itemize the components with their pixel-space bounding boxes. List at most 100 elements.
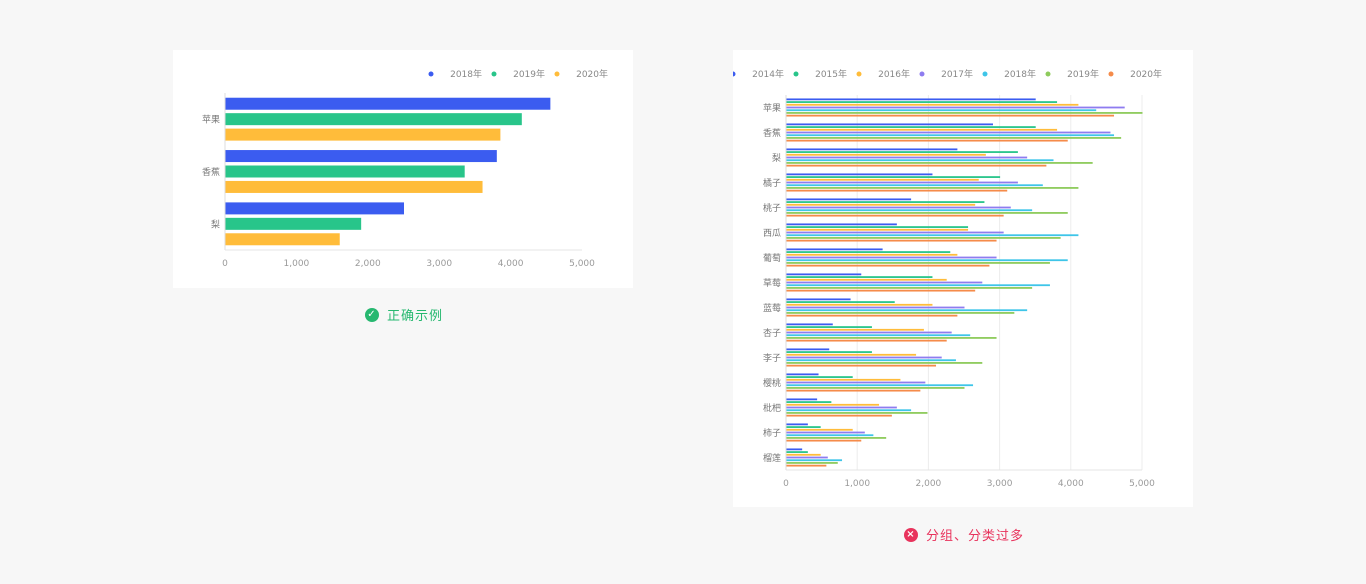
category-label: 桃子 (763, 202, 781, 214)
bar-2017-10 (786, 356, 942, 359)
bar-2014-8 (786, 298, 851, 301)
bar-2019-11 (786, 387, 965, 389)
bar-2015-6 (786, 251, 951, 253)
bar-2020-0 (786, 114, 1115, 117)
bar-2014-11 (786, 373, 819, 376)
bar-2019-8 (786, 312, 1015, 314)
bar-2017-12 (786, 406, 897, 409)
bar-2020-8 (786, 314, 958, 317)
bar-2017-9 (786, 331, 952, 334)
bar-2019-0 (786, 112, 1143, 114)
bar-2016-6 (786, 253, 958, 256)
bar-2015-10 (786, 351, 872, 353)
bar-2014-9 (786, 323, 833, 326)
bar-2016-14 (786, 453, 821, 456)
legend-marker (733, 71, 736, 77)
category-label: 柿子 (763, 427, 781, 439)
category-label: 蓝莓 (763, 302, 781, 314)
bar-2018-0 (225, 97, 551, 110)
legend-marker (1045, 71, 1051, 77)
bar-2015-8 (786, 301, 895, 303)
bar-2019-2 (225, 217, 362, 230)
bar-2020-3 (786, 189, 1008, 192)
bar-2018-3 (786, 184, 1043, 187)
bar-2014-13 (786, 423, 808, 426)
correct-example-label: 正确示例 (387, 309, 444, 324)
bar-2019-12 (786, 412, 928, 414)
bar-2016-3 (786, 178, 979, 181)
x-tick-label: 4,000 (1058, 479, 1084, 489)
wrong-example-caption: × 分组、分类过多 (904, 525, 1024, 544)
bar-2019-10 (786, 362, 983, 364)
bar-2017-8 (786, 306, 965, 309)
bar-2014-12 (786, 398, 818, 401)
bar-2020-11 (786, 389, 921, 392)
bar-2016-7 (786, 278, 947, 281)
legend-marker (428, 71, 434, 77)
legend-marker (856, 71, 862, 77)
bar-2019-9 (786, 337, 997, 339)
bar-2015-12 (786, 401, 832, 403)
category-label: 草莓 (763, 277, 781, 289)
wrong-example-card: 0 1,000 2,000 3,000 4,000 5,000 苹果 香蕉梨橘子 桃子 西瓜 葡萄草… (733, 50, 1193, 507)
check-circle-icon: ✓ (365, 307, 379, 322)
bar-2018-4 (786, 209, 1033, 212)
legend-label: 2014年 (752, 68, 784, 80)
bar-2018-12 (786, 409, 912, 412)
legend-label: 2019年 (513, 68, 545, 80)
bar-2019-2 (786, 162, 1093, 164)
bar-2018-13 (786, 434, 874, 437)
bar-2019-4 (786, 212, 1068, 214)
bar-2018-11 (786, 384, 974, 387)
legend-label: 2015年 (815, 68, 847, 80)
legend-label: 2017年 (941, 68, 973, 80)
bar-2014-4 (786, 198, 912, 201)
bar-2020-7 (786, 289, 976, 292)
bar-2018-9 (786, 334, 971, 337)
bar-2018-1 (786, 134, 1115, 137)
bar-2014-10 (786, 348, 830, 351)
bar-2015-4 (786, 201, 985, 203)
bar-2015-11 (786, 376, 853, 378)
category-label: 枇杷 (763, 402, 781, 414)
bar-2014-6 (786, 248, 883, 251)
bar-2017-4 (786, 206, 1011, 209)
correct-example-card: 0 1,000 2,000 3,000 4,000 5,000 苹果 香蕉梨 2020年 2019… (173, 50, 633, 288)
bar-2017-13 (786, 431, 865, 434)
bar-2016-1 (786, 128, 1058, 131)
bar-2016-12 (786, 403, 880, 406)
category-label: 橘子 (763, 178, 781, 189)
bar-2017-2 (786, 156, 1028, 159)
bar-2019-1 (225, 165, 465, 178)
bar-2018-2 (225, 202, 404, 215)
category-label: 杏子 (763, 327, 781, 339)
category-label: 榴莲 (763, 452, 781, 464)
bar-2018-0 (786, 109, 1097, 112)
category-label: 苹果 (763, 102, 781, 114)
x-tick-label: 3,000 (426, 259, 452, 269)
x-tick-label: 0 (222, 259, 228, 269)
category-label: 李子 (763, 352, 781, 364)
x-tick-label: 2,000 (916, 479, 942, 489)
bar-2020-4 (786, 214, 1004, 217)
bar-2014-2 (786, 148, 958, 151)
bar-2019-5 (786, 237, 1061, 239)
legend-marker (919, 71, 925, 77)
category-label: 葡萄 (763, 252, 781, 264)
bar-2018-6 (786, 259, 1068, 262)
legend-marker (554, 71, 560, 77)
bar-2014-5 (786, 223, 897, 226)
bar-2017-0 (786, 106, 1125, 109)
x-tick-label: 0 (783, 479, 789, 489)
legend-label: 2019年 (1067, 68, 1099, 80)
x-tick-label: 5,000 (569, 259, 595, 269)
x-tick-label: 5,000 (1129, 479, 1155, 489)
legend-label: 2018年 (450, 68, 482, 80)
bar-2020-1 (225, 180, 483, 193)
bar-2015-13 (786, 426, 821, 428)
bar-2018-8 (786, 309, 1028, 312)
bar-2020-5 (786, 239, 997, 242)
bar-2019-6 (786, 262, 1050, 264)
category-label: 苹果 (202, 114, 220, 126)
